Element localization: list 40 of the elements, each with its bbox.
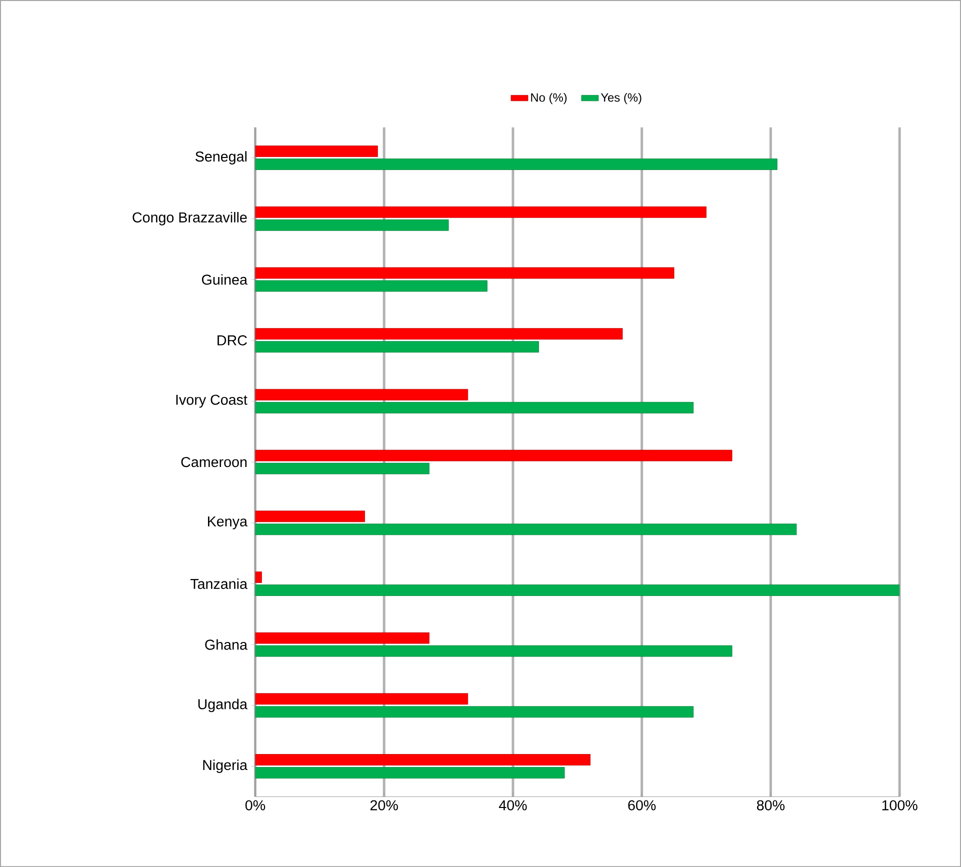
- x-tick-label: 0%: [245, 800, 266, 810]
- y-tick-label: Tanzania: [190, 578, 248, 589]
- bar: [255, 767, 565, 778]
- bar: [255, 584, 900, 596]
- bar: [255, 462, 430, 474]
- bar: [255, 158, 778, 170]
- bar: [255, 706, 694, 718]
- legend-label: Yes (%): [600, 92, 642, 104]
- bar: [255, 510, 365, 522]
- x-tick-label: 100%: [882, 800, 918, 810]
- bar: [255, 146, 378, 157]
- bar: [255, 645, 732, 657]
- y-tick-label: Uganda: [198, 698, 248, 712]
- bar: [255, 524, 797, 536]
- bar: [255, 341, 539, 352]
- x-tick-label: 80%: [756, 800, 785, 810]
- y-tick-label: Ghana: [205, 639, 248, 650]
- x-tick-label: 60%: [628, 800, 656, 810]
- bar: [255, 450, 732, 462]
- y-tick-label: Ivory Coast: [176, 394, 248, 408]
- bar: [255, 328, 623, 340]
- legend-label: No (%): [531, 92, 567, 104]
- bar: [255, 206, 706, 218]
- bar: [255, 388, 468, 400]
- x-tick-label: 40%: [498, 800, 527, 810]
- bar: [255, 280, 488, 292]
- x-tick-label: 20%: [370, 800, 398, 810]
- bar: [255, 267, 674, 279]
- y-tick-label: Guinea: [202, 274, 248, 285]
- y-tick-label: Nigeria: [203, 760, 248, 773]
- y-tick-label: Cameroon: [181, 456, 247, 468]
- bar: [255, 632, 430, 644]
- y-tick-label: Congo Brazzaville: [132, 212, 247, 226]
- bar: [255, 402, 694, 414]
- bar: [255, 754, 590, 766]
- y-tick-label: DRC: [218, 335, 247, 346]
- bar: [255, 693, 468, 705]
- y-tick-label: Senegal: [196, 151, 247, 164]
- y-tick-label: Kenya: [208, 516, 248, 530]
- bar: [255, 219, 449, 231]
